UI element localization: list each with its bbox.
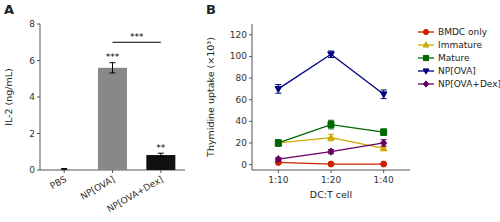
- error-bar: [381, 140, 387, 146]
- panel: B 0 20 40 60 80 100 120 Thymidine uptake (×10³) 1…: [205, 2, 500, 200]
- plot-area: [50, 63, 176, 170]
- x-tick-label: 1:20: [321, 175, 341, 185]
- point: [381, 161, 387, 167]
- panel: A 0 2 4 6 8 IL-2 (ng/mL) PBS NP[OVA]NP[OVA+Dex] *…: [3, 2, 185, 214]
- bar: [146, 155, 175, 170]
- error-bar-cap: [381, 89, 387, 90]
- point: [275, 86, 282, 92]
- series-line: [278, 54, 383, 94]
- series: [275, 51, 387, 99]
- series-line: [278, 143, 383, 159]
- x-tick-label: NP[OVA]: [79, 174, 117, 202]
- error-bar: [328, 51, 334, 57]
- error-bar-cap: [328, 120, 334, 121]
- legend-label: Immature: [438, 40, 482, 50]
- error-bar: [110, 63, 116, 73]
- figure: A02468IL-2 (ng/mL)PBSNP[OVA]NP[OVA+Dex]*…: [0, 0, 500, 222]
- error-bar: [328, 134, 334, 140]
- y-tick-label: 8: [29, 19, 35, 29]
- error-bar-cap: [275, 84, 281, 85]
- significance-label: ***: [106, 52, 120, 62]
- y-tick-label: 120: [230, 30, 247, 40]
- point: [328, 134, 335, 140]
- legend-label: NP[OVA]: [438, 66, 476, 76]
- error-bar: [328, 120, 334, 129]
- y-axis-label: IL-2 (ng/mL): [3, 68, 14, 126]
- bar: [98, 68, 127, 170]
- bar: [50, 169, 79, 170]
- significance-label: ***: [130, 32, 144, 42]
- legend-item: Mature: [418, 53, 470, 63]
- point: [275, 139, 282, 145]
- y-tick-label: 60: [236, 95, 248, 105]
- point: [275, 140, 281, 146]
- legend-item: NP[OVA]: [418, 66, 476, 76]
- y-tick-label: 80: [236, 73, 248, 83]
- series: [275, 120, 386, 146]
- series: [275, 139, 386, 162]
- legend: BMDC only Immature Mature NP[OVA] NP[OVA+Dex…: [418, 27, 500, 89]
- x-tick: [278, 170, 279, 173]
- error-bar: [61, 169, 67, 170]
- error-bar: [158, 153, 164, 157]
- point: [275, 156, 281, 163]
- y-axis-label: Thymidine uptake (×10³): [205, 37, 216, 158]
- x-tick: [383, 170, 384, 173]
- series: [275, 159, 386, 167]
- x-tick-label: PBS: [48, 174, 68, 191]
- y-axis-line: [252, 24, 253, 170]
- error-bar: [381, 129, 387, 135]
- legend-item: BMDC only: [418, 27, 488, 37]
- error-bar: [275, 140, 281, 146]
- error-bar-cap: [328, 128, 334, 129]
- legend-marker: [423, 29, 428, 34]
- legend-item: NP[OVA+Dex]: [418, 79, 500, 89]
- point: [380, 92, 387, 98]
- error-bar: [275, 140, 281, 146]
- point: [328, 161, 334, 167]
- y-axis-line: [40, 24, 41, 170]
- y-tick-label: 4: [29, 92, 35, 102]
- y-tick-label: 2: [29, 129, 35, 139]
- plot-area: [275, 51, 387, 167]
- x-tick: [160, 170, 161, 173]
- x-tick: [112, 170, 113, 173]
- significance-label: **: [156, 143, 166, 153]
- y-tick-label: 0: [29, 165, 35, 175]
- x-axis-label: DC:T cell: [310, 189, 352, 200]
- point: [328, 122, 334, 128]
- error-bar: [275, 85, 281, 94]
- error-bar-stem: [112, 63, 113, 73]
- error-bar: [381, 90, 387, 99]
- point: [381, 139, 387, 146]
- y-tick-label: 6: [29, 56, 35, 66]
- x-tick: [64, 170, 65, 173]
- legend-label: BMDC only: [438, 27, 488, 37]
- x-tick: [331, 170, 332, 173]
- legend-label: Mature: [438, 53, 470, 63]
- x-tick-label: NP[OVA+Dex]: [105, 174, 165, 214]
- y-tick-label: 20: [236, 138, 248, 148]
- point: [328, 148, 334, 155]
- x-tick-label: 1:10: [268, 175, 288, 185]
- legend-marker: [423, 55, 428, 60]
- error-bar-cap: [61, 169, 67, 170]
- point: [328, 52, 335, 58]
- legend-marker: [423, 81, 428, 87]
- panel-label: B: [206, 2, 216, 17]
- error-bar-cap: [61, 168, 67, 169]
- error-bar-cap: [110, 72, 116, 73]
- legend-item: Immature: [418, 40, 482, 50]
- legend-marker: [423, 42, 429, 47]
- panel-label: A: [4, 2, 14, 17]
- y-tick-label: 0: [241, 160, 247, 170]
- point: [381, 129, 387, 135]
- y-tick-label: 100: [230, 51, 247, 61]
- error-bar-cap: [158, 156, 164, 157]
- y-tick-label: 40: [236, 116, 248, 126]
- legend-label: NP[OVA+Dex]: [438, 79, 500, 89]
- legend-marker: [423, 69, 429, 74]
- x-tick-label: 1:40: [374, 175, 394, 185]
- error-bar-stem: [160, 153, 161, 157]
